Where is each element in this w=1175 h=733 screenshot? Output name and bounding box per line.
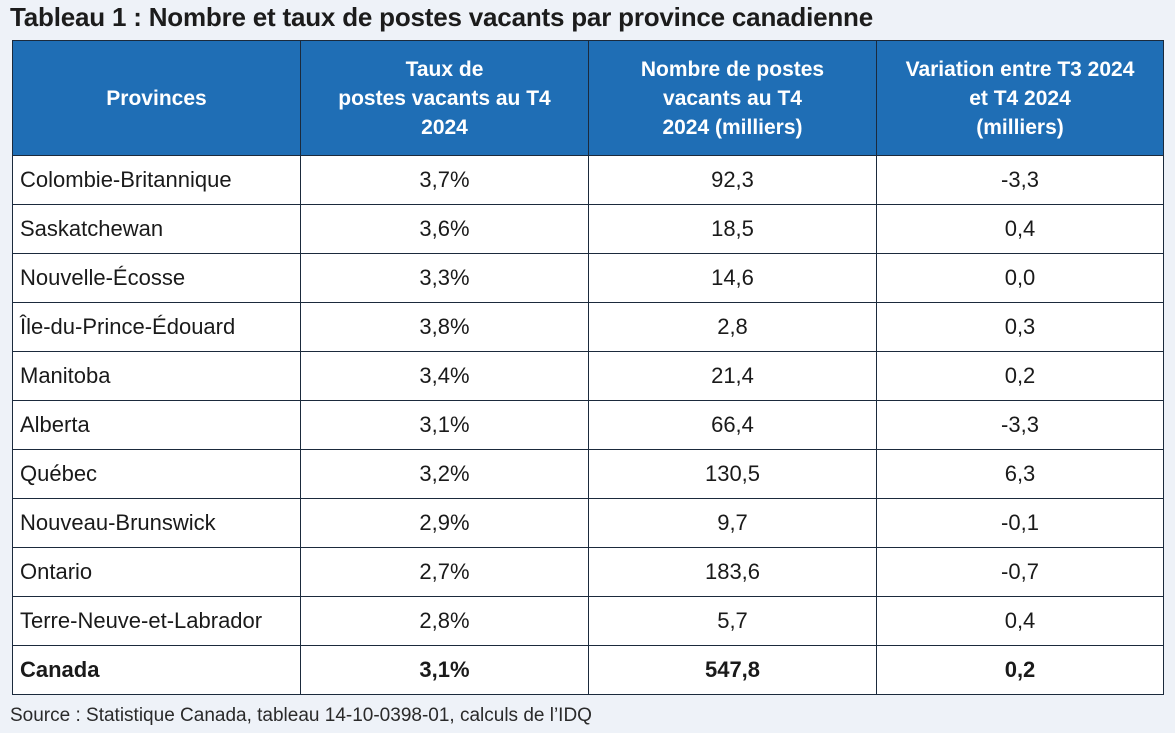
header-row: Provinces Taux de postes vacants au T4 2…: [12, 40, 1164, 156]
header-line: postes vacants au T4: [338, 86, 551, 110]
count-cell: 92,3: [588, 155, 877, 205]
table-row: Ontario 2,7% 183,6 -0,7: [12, 547, 1164, 597]
table-row: Nouveau-Brunswick 2,9% 9,7 -0,1: [12, 498, 1164, 548]
rate-cell: 2,8%: [300, 596, 589, 646]
table-row: Île-du-Prince-Édouard 3,8% 2,8 0,3: [12, 302, 1164, 352]
province-cell: Île-du-Prince-Édouard: [12, 302, 301, 352]
variation-cell: 0,4: [876, 596, 1164, 646]
total-rate-cell: 3,1%: [300, 645, 589, 695]
header-line: Provinces: [106, 86, 207, 110]
header-vacancy-rate: Taux de postes vacants au T4 2024: [300, 40, 589, 156]
count-cell: 18,5: [588, 204, 877, 254]
province-cell: Colombie-Britannique: [12, 155, 301, 205]
source-note: Source : Statistique Canada, tableau 14-…: [10, 705, 592, 726]
rate-cell: 2,9%: [300, 498, 589, 548]
count-cell: 14,6: [588, 253, 877, 303]
rate-cell: 3,2%: [300, 449, 589, 499]
variation-cell: -0,1: [876, 498, 1164, 548]
province-cell: Nouveau-Brunswick: [12, 498, 301, 548]
header-line: et T4 2024: [969, 86, 1071, 110]
header-line: Nombre de postes: [640, 57, 825, 81]
table-row: Saskatchewan 3,6% 18,5 0,4: [12, 204, 1164, 254]
rate-cell: 3,6%: [300, 204, 589, 254]
rate-cell: 3,8%: [300, 302, 589, 352]
count-cell: 21,4: [588, 351, 877, 401]
count-cell: 130,5: [588, 449, 877, 499]
province-cell: Ontario: [12, 547, 301, 597]
rate-cell: 3,4%: [300, 351, 589, 401]
vacancy-table: Provinces Taux de postes vacants au T4 2…: [12, 40, 1164, 695]
variation-cell: 0,2: [876, 351, 1164, 401]
total-row: Canada 3,1% 547,8 0,2: [12, 645, 1164, 695]
province-cell: Québec: [12, 449, 301, 499]
header-provinces: Provinces: [12, 40, 301, 156]
rate-cell: 3,3%: [300, 253, 589, 303]
rate-cell: 2,7%: [300, 547, 589, 597]
header-line: Taux de: [405, 57, 484, 81]
header-line: 2024 (milliers): [662, 115, 803, 139]
table-title: Tableau 1 : Nombre et taux de postes vac…: [10, 2, 873, 32]
rate-cell: 3,1%: [300, 400, 589, 450]
rate-cell: 3,7%: [300, 155, 589, 205]
header-line: 2024: [421, 115, 468, 139]
variation-cell: -0,7: [876, 547, 1164, 597]
variation-cell: -3,3: [876, 155, 1164, 205]
count-cell: 183,6: [588, 547, 877, 597]
total-variation-cell: 0,2: [876, 645, 1164, 695]
header-line: Variation entre T3 2024: [905, 57, 1135, 81]
table-row: Colombie-Britannique 3,7% 92,3 -3,3: [12, 155, 1164, 205]
table-row: Nouvelle-Écosse 3,3% 14,6 0,0: [12, 253, 1164, 303]
table-row: Québec 3,2% 130,5 6,3: [12, 449, 1164, 499]
province-cell: Terre-Neuve-et-Labrador: [12, 596, 301, 646]
table-row: Manitoba 3,4% 21,4 0,2: [12, 351, 1164, 401]
count-cell: 2,8: [588, 302, 877, 352]
table-row: Terre-Neuve-et-Labrador 2,8% 5,7 0,4: [12, 596, 1164, 646]
province-cell: Saskatchewan: [12, 204, 301, 254]
count-cell: 5,7: [588, 596, 877, 646]
total-count-cell: 547,8: [588, 645, 877, 695]
count-cell: 66,4: [588, 400, 877, 450]
total-label-cell: Canada: [12, 645, 301, 695]
count-cell: 9,7: [588, 498, 877, 548]
header-line: (milliers): [976, 115, 1064, 139]
variation-cell: 0,3: [876, 302, 1164, 352]
variation-cell: -3,3: [876, 400, 1164, 450]
province-cell: Manitoba: [12, 351, 301, 401]
header-vacancy-count: Nombre de postes vacants au T4 2024 (mil…: [588, 40, 877, 156]
province-cell: Nouvelle-Écosse: [12, 253, 301, 303]
variation-cell: 0,0: [876, 253, 1164, 303]
variation-cell: 6,3: [876, 449, 1164, 499]
variation-cell: 0,4: [876, 204, 1164, 254]
header-line: vacants au T4: [663, 86, 802, 110]
table-row: Alberta 3,1% 66,4 -3,3: [12, 400, 1164, 450]
province-cell: Alberta: [12, 400, 301, 450]
header-variation: Variation entre T3 2024 et T4 2024 (mill…: [876, 40, 1164, 156]
